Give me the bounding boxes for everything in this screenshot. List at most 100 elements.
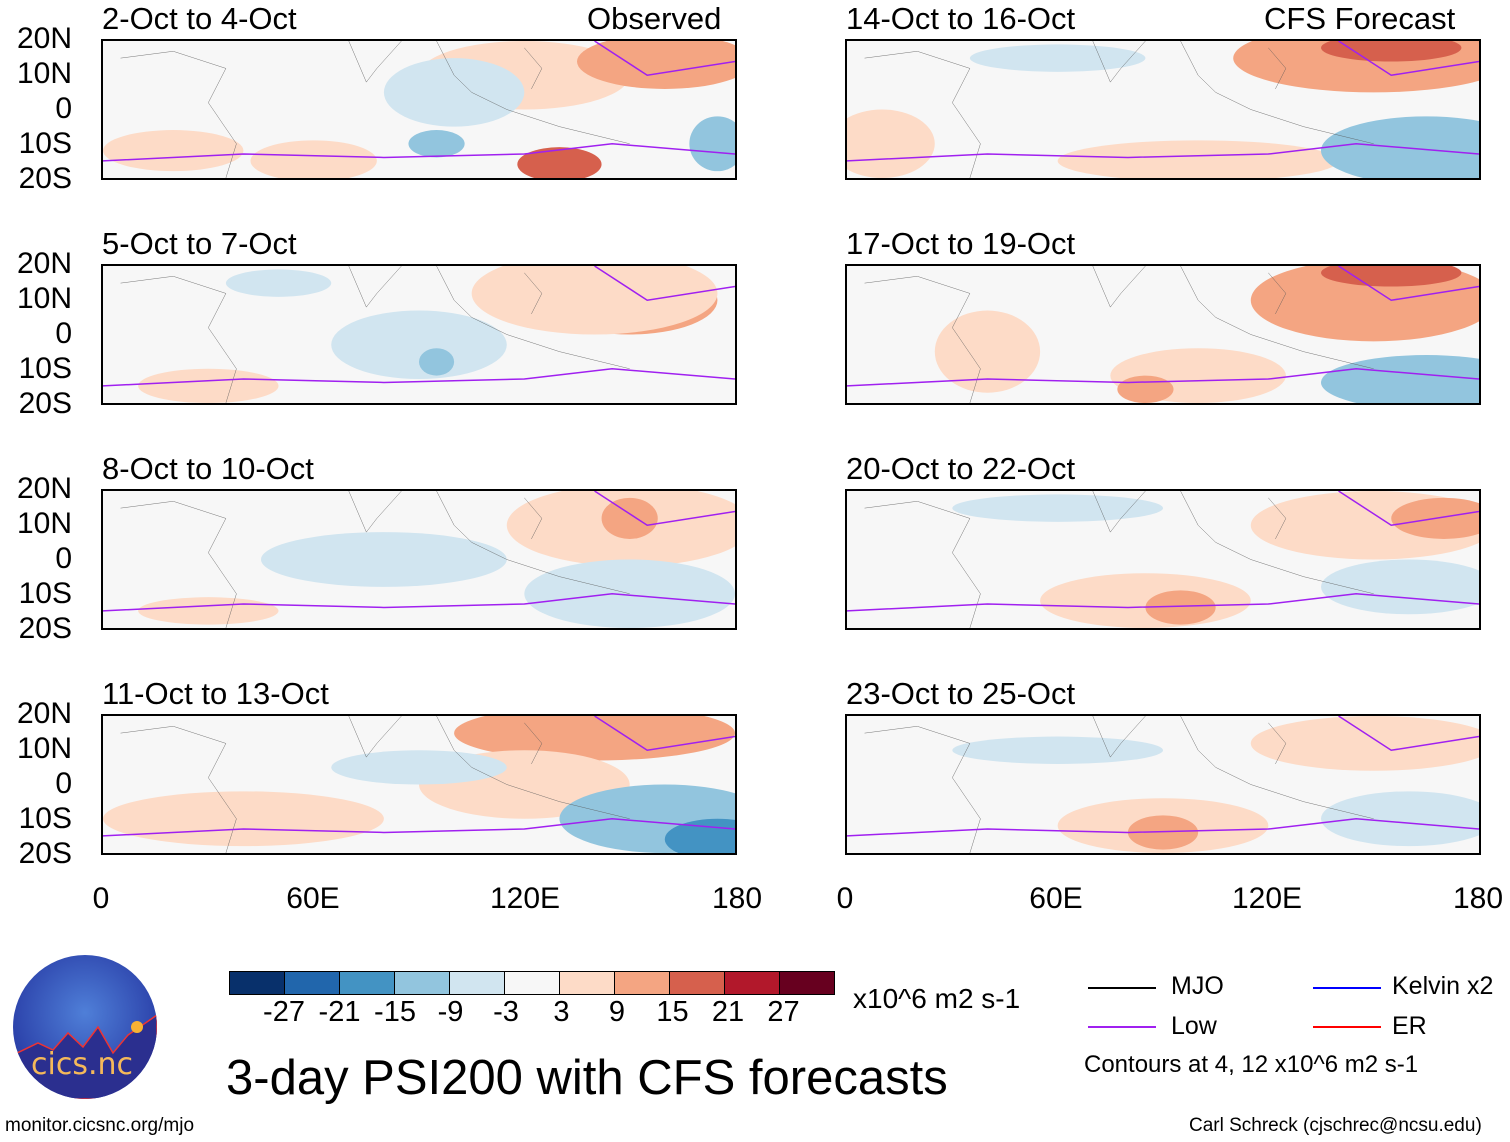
anomaly-shading xyxy=(1321,355,1479,403)
coastline xyxy=(121,266,630,403)
panel-title: 14-Oct to 16-Oct xyxy=(846,1,1076,36)
lat-tick: 0 xyxy=(55,767,72,800)
anomaly-shading xyxy=(1127,815,1199,850)
forecast-label: CFS Forecast xyxy=(1264,1,1456,36)
low-contour xyxy=(595,266,735,300)
url-text[interactable]: monitor.cicsnc.org/mjo xyxy=(5,1115,195,1136)
colorbar-label: -3 xyxy=(493,996,519,1028)
lat-tick: 20S xyxy=(18,387,72,420)
credit: Carl Schreck (cjschrec@ncsu.edu) xyxy=(1189,1115,1482,1136)
lat-tick: 20S xyxy=(18,162,72,195)
low-contour xyxy=(1339,491,1479,525)
colorbar-swatch xyxy=(450,972,505,994)
low-contour xyxy=(103,144,735,161)
colorbar-label: -27 xyxy=(263,996,305,1028)
panel-title: 17-Oct to 19-Oct xyxy=(846,226,1076,261)
panel-title: 11-Oct to 13-Oct xyxy=(102,676,329,711)
anomaly-shading xyxy=(601,497,658,539)
coastline xyxy=(865,41,1374,178)
anomaly-shading xyxy=(934,310,1041,393)
panel-title: 8-Oct to 10-Oct xyxy=(102,451,314,486)
legend-contours-note: Contours at 4, 12 x10^6 m2 s-1 xyxy=(1084,1051,1419,1078)
anomaly-shading xyxy=(1057,140,1339,178)
low-contour xyxy=(103,369,735,386)
anomaly-shading xyxy=(847,109,935,178)
low-contour xyxy=(595,41,735,75)
colorbar-units: x10^6 m2 s-1 xyxy=(853,983,1021,1014)
low-contour xyxy=(103,594,735,611)
anomaly-shading xyxy=(577,41,735,89)
kelvin-line-swatch xyxy=(1313,987,1381,989)
map-panel xyxy=(101,39,737,180)
legend-er: ER xyxy=(1392,1012,1427,1040)
low-contour xyxy=(847,819,1479,836)
map-panel xyxy=(101,489,737,630)
anomaly-shading xyxy=(261,532,507,587)
colorbar-swatch xyxy=(230,972,285,994)
lat-tick: 20S xyxy=(18,837,72,870)
anomaly-shading xyxy=(1250,716,1479,771)
anomaly-shading xyxy=(138,597,279,625)
colorbar-label: 9 xyxy=(608,996,626,1028)
low-contour xyxy=(847,144,1479,161)
anomaly-shading xyxy=(969,44,1146,72)
lat-tick: 20N xyxy=(16,472,72,505)
anomaly-shading xyxy=(1321,559,1479,615)
coastline xyxy=(121,41,630,178)
anomaly-shading xyxy=(331,750,507,785)
map-panel xyxy=(845,714,1481,855)
anomaly-shading xyxy=(331,310,507,380)
colorbar-label: -9 xyxy=(437,996,464,1028)
lat-tick: 0 xyxy=(55,317,72,350)
map-panel xyxy=(845,39,1481,180)
low-contour xyxy=(595,491,735,525)
coastline xyxy=(121,716,630,853)
low-contour xyxy=(847,369,1479,386)
low-contour xyxy=(1339,266,1479,300)
anomaly-shading xyxy=(524,559,735,628)
lat-tick: 10S xyxy=(18,127,72,160)
anomaly-shading xyxy=(103,130,244,172)
anomaly-shading xyxy=(1321,41,1462,62)
anomaly-shading xyxy=(138,368,279,403)
anomaly-shading xyxy=(1145,590,1216,625)
lon-tick: 120E xyxy=(1231,882,1303,915)
lon-tick: 60E xyxy=(1029,882,1083,915)
sun-icon xyxy=(131,1021,143,1033)
observed-label: Observed xyxy=(587,1,722,36)
mountain-icon xyxy=(13,1014,157,1099)
lat-tick: 20S xyxy=(18,612,72,645)
anomaly-shading xyxy=(408,130,465,158)
anomaly-shading xyxy=(103,791,384,847)
colorbar xyxy=(229,971,835,995)
lat-tick: 10N xyxy=(16,507,72,540)
legend-kelvin: Kelvin x2 xyxy=(1392,972,1494,1000)
lat-tick: 0 xyxy=(55,542,72,575)
figure-title: 3-day PSI200 with CFS forecasts xyxy=(226,1051,948,1105)
anomaly-shading xyxy=(689,116,735,172)
colorbar-label: 27 xyxy=(767,996,800,1028)
logo: cics.nc xyxy=(13,955,157,1099)
panel-title: 2-Oct to 4-Oct xyxy=(102,1,297,36)
panel-title: 20-Oct to 22-Oct xyxy=(846,451,1076,486)
anomaly-shading xyxy=(1321,791,1479,847)
anomaly-shading xyxy=(952,494,1163,522)
anomaly-shading xyxy=(250,140,377,178)
low-line-swatch xyxy=(1088,1026,1156,1028)
anomaly-shading xyxy=(225,269,332,297)
low-contour xyxy=(595,716,735,750)
anomaly-shading xyxy=(1040,573,1251,628)
lat-tick: 20N xyxy=(16,247,72,280)
lat-tick: 10N xyxy=(16,282,72,315)
map-panel xyxy=(845,264,1481,405)
lat-tick: 20N xyxy=(16,22,72,55)
panel-title: 23-Oct to 25-Oct xyxy=(846,676,1076,711)
colorbar-swatch xyxy=(340,972,395,994)
panel-title: 5-Oct to 7-Oct xyxy=(102,226,297,261)
coastline xyxy=(865,491,1374,628)
colorbar-swatch xyxy=(285,972,340,994)
colorbar-label: 3 xyxy=(553,996,570,1028)
map-panel xyxy=(845,489,1481,630)
lon-tick: 0 xyxy=(836,882,854,915)
low-contour xyxy=(1339,41,1479,75)
